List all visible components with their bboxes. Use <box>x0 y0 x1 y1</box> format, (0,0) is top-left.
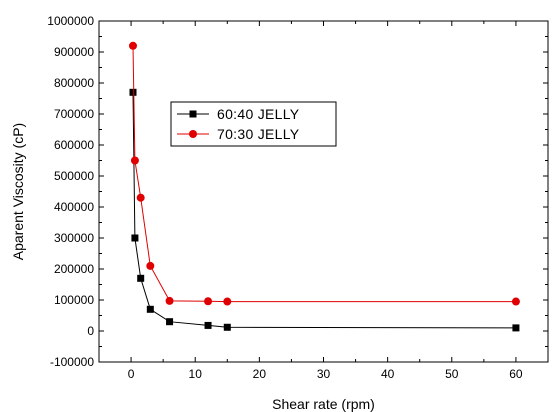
data-point-circle <box>128 41 137 50</box>
data-point-square <box>146 305 154 313</box>
data-point-circle <box>511 297 520 306</box>
legend: 60:40 JELLY 70:30 JELLY <box>170 101 337 147</box>
axes: -100000 0 100000 200000 300000 400000 500000 60… <box>47 14 549 381</box>
x-tick-label: 40 <box>381 367 395 381</box>
legend-box <box>170 101 337 147</box>
x-tick-label: 20 <box>253 367 267 381</box>
y-tick-label: 200000 <box>54 262 94 276</box>
y-tick-label: 0 <box>87 324 94 338</box>
x-tick-label: 60 <box>509 367 523 381</box>
series-2 <box>128 41 520 306</box>
y-tick-label: 500000 <box>54 169 94 183</box>
legend-item: 60:40 JELLY <box>177 106 300 122</box>
legend-label: 60:40 JELLY <box>217 106 300 122</box>
x-tick-label: 30 <box>317 367 331 381</box>
legend-item: 70:30 JELLY <box>177 126 300 142</box>
legend-label: 70:30 JELLY <box>217 126 300 142</box>
data-point-square <box>512 324 520 332</box>
x-tick-label: 10 <box>189 367 203 381</box>
data-point-circle <box>146 261 155 270</box>
y-tick-label: 700000 <box>54 107 94 121</box>
data-point-circle <box>130 156 139 165</box>
data-point-square <box>137 274 145 282</box>
x-tick-label: 0 <box>128 367 135 381</box>
data-point-circle <box>204 297 213 306</box>
data-point-square <box>131 234 139 242</box>
data-point-circle <box>136 193 145 202</box>
y-tick-label: 900000 <box>54 45 94 59</box>
x-axis-title: Shear rate (rpm) <box>272 396 375 412</box>
data-point-square <box>166 318 174 326</box>
data-point-square <box>223 323 231 331</box>
plot-frame <box>98 20 549 363</box>
y-tick-label: 800000 <box>54 76 94 90</box>
y-tick-label: -100000 <box>50 355 94 369</box>
x-tick-label: 50 <box>445 367 459 381</box>
legend-marker-circle <box>189 130 197 138</box>
series-1 <box>129 88 520 332</box>
legend-marker-square <box>189 110 197 118</box>
y-tick-label: 400000 <box>54 200 94 214</box>
y-tick-label: 300000 <box>54 231 94 245</box>
data-point-square <box>204 321 212 329</box>
series-line <box>132 45 516 303</box>
data-point-circle <box>223 297 232 306</box>
y-axis-title: Aparent Viscosity (cP) <box>10 123 26 260</box>
y-tick-label: 600000 <box>54 138 94 152</box>
data-point-circle <box>165 296 174 305</box>
y-tick-label: 1000000 <box>47 14 94 28</box>
series-layer <box>128 41 520 332</box>
data-point-square <box>129 88 137 96</box>
y-tick-label: 100000 <box>54 293 94 307</box>
